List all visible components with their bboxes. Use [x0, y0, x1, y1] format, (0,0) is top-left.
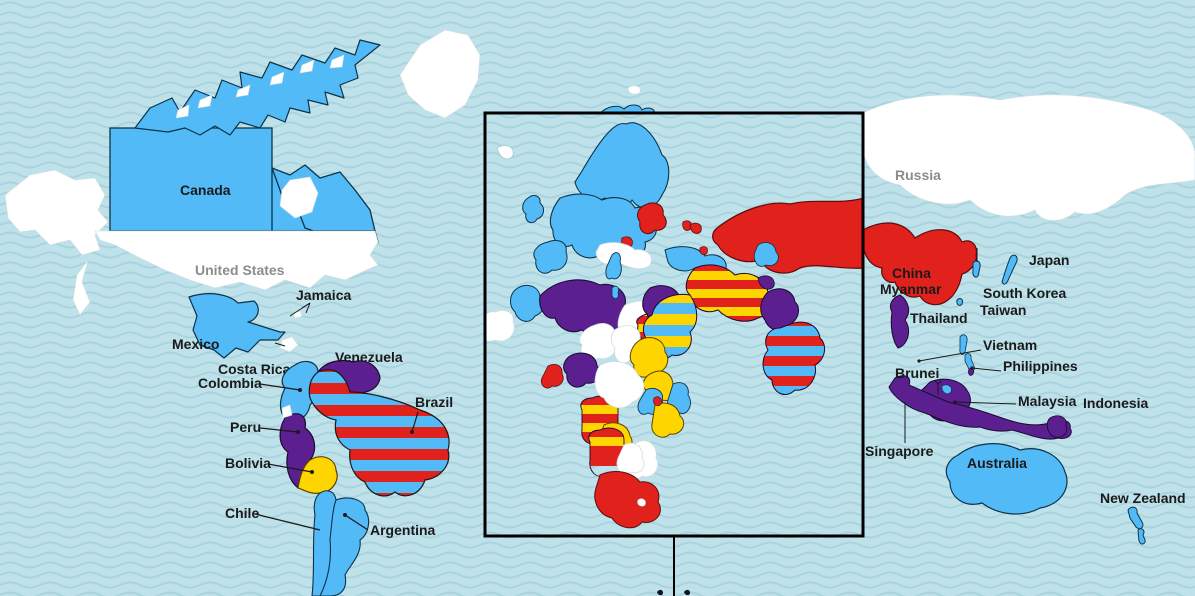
svg-text:South Korea: South Korea: [983, 285, 1066, 301]
svg-text:Mexico: Mexico: [172, 336, 219, 352]
svg-text:Russia: Russia: [895, 167, 941, 183]
svg-text:Vietnam: Vietnam: [983, 337, 1037, 353]
svg-text:Malaysia: Malaysia: [1018, 393, 1077, 409]
svg-text:Jamaica: Jamaica: [296, 287, 351, 303]
svg-text:China: China: [892, 265, 931, 281]
svg-text:Peru: Peru: [230, 419, 261, 435]
svg-text:Australia: Australia: [967, 455, 1027, 471]
svg-text:Indonesia: Indonesia: [1083, 395, 1149, 411]
svg-text:Brunei: Brunei: [895, 365, 939, 381]
svg-text:Taiwan: Taiwan: [980, 302, 1026, 318]
svg-text:Venezuela: Venezuela: [335, 349, 403, 365]
svg-text:Chile: Chile: [225, 505, 259, 521]
svg-text:United States: United States: [195, 262, 285, 278]
svg-text:New Zealand: New Zealand: [1100, 490, 1186, 506]
svg-text:Myanmar: Myanmar: [880, 281, 942, 297]
svg-text:Japan: Japan: [1029, 252, 1069, 268]
svg-text:Colombia: Colombia: [198, 375, 262, 391]
svg-text:Philippines: Philippines: [1003, 358, 1078, 374]
svg-text:Argentina: Argentina: [370, 522, 436, 538]
svg-text:Brazil: Brazil: [415, 394, 453, 410]
svg-text:Singapore: Singapore: [865, 443, 934, 459]
svg-text:Bolivia: Bolivia: [225, 455, 271, 471]
svg-text:Canada: Canada: [180, 182, 231, 198]
svg-text:Thailand: Thailand: [910, 310, 968, 326]
